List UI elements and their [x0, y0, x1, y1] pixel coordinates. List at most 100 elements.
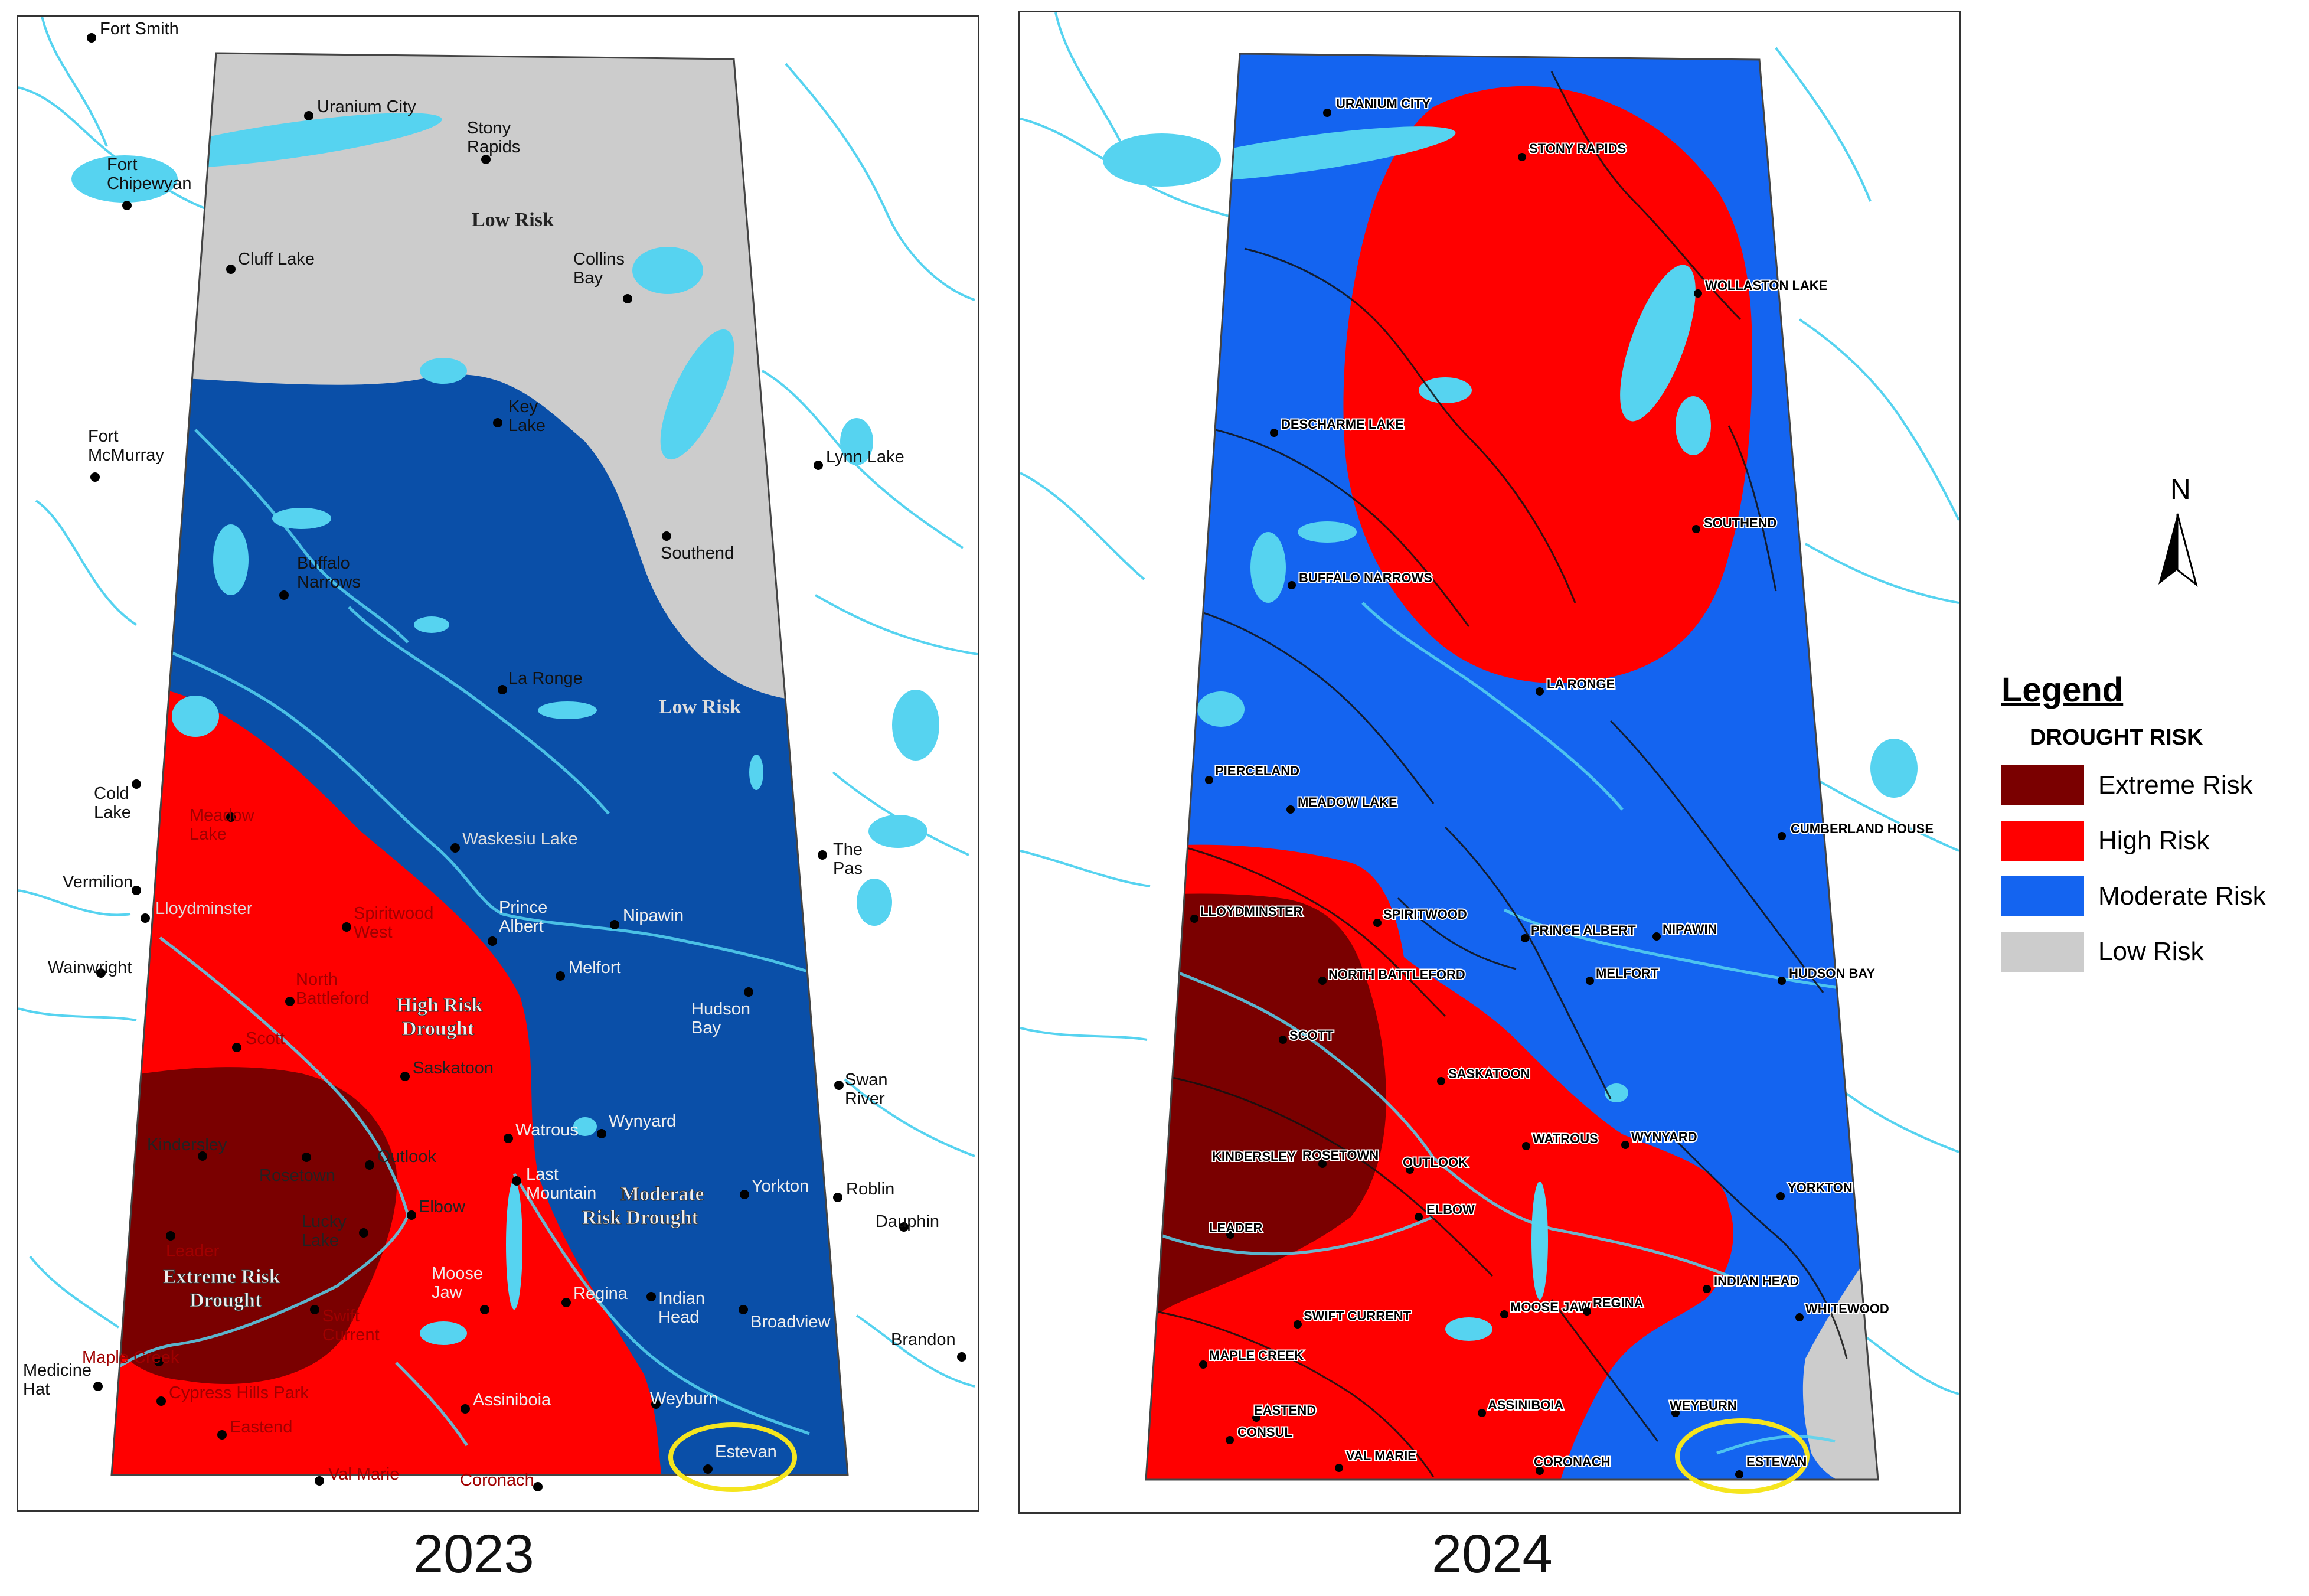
- place-label: Collins: [573, 250, 625, 269]
- place-indian-head: INDIAN HEAD: [1703, 1272, 1800, 1293]
- legend-title: Legend: [2001, 671, 2124, 709]
- legend-label-high: High Risk: [2098, 826, 2210, 855]
- place-marker-dot: [1286, 805, 1295, 814]
- place-marker-dot: [1652, 932, 1661, 941]
- place-maple-creek: Maple Creek: [82, 1348, 179, 1367]
- place-label: Cypress Hills Park: [169, 1383, 309, 1402]
- zone-extreme-risk: [112, 1067, 397, 1384]
- place-label: CONSUL: [1237, 1425, 1292, 1440]
- place-estevan: Estevan: [703, 1442, 777, 1474]
- place-label: Saskatoon: [413, 1059, 494, 1078]
- place-pierceland: PIERCELAND: [1205, 762, 1301, 784]
- place-label: Stony: [467, 119, 511, 138]
- place-label: CUMBERLAND HOUSE: [1791, 821, 1934, 836]
- place-regina: REGINA: [1583, 1294, 1645, 1316]
- place-marker-dot: [1226, 1436, 1234, 1444]
- place-southend: Southend: [661, 531, 734, 563]
- place-label: ASSINIBOIA: [1488, 1398, 1563, 1412]
- place-marker-dot: [226, 812, 236, 822]
- place-estevan: ESTEVAN: [1735, 1453, 1808, 1478]
- place-marker-dot: [1671, 1409, 1680, 1417]
- place-marker-dot: [1279, 1036, 1287, 1044]
- place-broadview: Broadview: [739, 1305, 831, 1331]
- place-label: Lake: [302, 1231, 339, 1250]
- place-label: Broadview: [750, 1313, 831, 1331]
- place-marker-dot: [310, 1305, 319, 1314]
- place-label: YORKTON: [1788, 1180, 1853, 1195]
- province-2023: [112, 53, 848, 1475]
- place-label: Lucky: [302, 1212, 347, 1231]
- place-label: SOUTHEND: [1704, 515, 1776, 530]
- place-label: River: [845, 1089, 885, 1108]
- place-marker-dot: [1415, 1213, 1423, 1221]
- place-label: Regina: [573, 1284, 628, 1303]
- place-label: ROSETOWN: [1302, 1148, 1379, 1163]
- place-label: SASKATOON: [1448, 1066, 1530, 1081]
- place-label: WYNYARD: [1631, 1130, 1697, 1144]
- place-label: Jaw: [432, 1283, 463, 1302]
- place-lloydminster: Lloydminster: [141, 899, 253, 923]
- place-moose-jaw: MOOSE JAW: [1500, 1298, 1592, 1318]
- north-arrow-icon: [2158, 514, 2177, 585]
- place-marker-dot: [1586, 977, 1594, 985]
- place-label: Outlook: [377, 1147, 436, 1166]
- place-outlook: OUTLOOK: [1402, 1154, 1469, 1174]
- place-marker-dot: [1500, 1310, 1508, 1318]
- place-saskatoon: Saskatoon: [400, 1059, 494, 1081]
- place-southend: SOUTHEND: [1692, 514, 1778, 533]
- place-label: Lake: [94, 803, 131, 822]
- place-marker-dot: [154, 1357, 164, 1366]
- place-marker-dot: [833, 1193, 842, 1202]
- place-coronach: CORONACH: [1533, 1453, 1612, 1475]
- place-roblin: Roblin: [833, 1180, 894, 1202]
- place-scott: Scott: [232, 1029, 285, 1052]
- place-label: Dauphin: [876, 1212, 939, 1231]
- zone-label-high-1: High Risk: [396, 994, 483, 1016]
- place-marker-dot: [1522, 1142, 1530, 1150]
- place-marker-dot: [597, 1129, 606, 1138]
- place-marker-dot: [1778, 832, 1786, 840]
- place-label: La Ronge: [508, 669, 583, 688]
- place-val-marie: VAL MARIE: [1335, 1447, 1418, 1472]
- place-label: Battleford: [296, 989, 369, 1008]
- place-marker-dot: [504, 1134, 513, 1143]
- zone-high-risk-north: [1343, 86, 1752, 684]
- legend-item-high: High Risk: [2001, 820, 2308, 861]
- place-marker-dot: [1521, 934, 1529, 942]
- place-marker-dot: [232, 1043, 241, 1052]
- place-weyburn: WEYBURN: [1668, 1397, 1738, 1417]
- place-rosetown: Rosetown: [259, 1153, 335, 1185]
- place-watrous: WATROUS: [1522, 1130, 1599, 1150]
- place-label: Prince: [499, 898, 547, 917]
- zone-label-moderate-2: Risk Drought: [582, 1207, 698, 1229]
- place-label: Current: [322, 1326, 380, 1344]
- place-label: Lake: [508, 416, 546, 435]
- place-marker-dot: [132, 886, 141, 895]
- place-marker-dot: [1318, 977, 1327, 985]
- place-label: Yorkton: [752, 1177, 809, 1196]
- place-marker-dot: [1252, 1414, 1260, 1422]
- place-label: Coronach: [460, 1471, 534, 1490]
- place-label: Melfort: [569, 958, 621, 977]
- place-label: Swan: [845, 1070, 888, 1089]
- place-label: MAPLE CREEK: [1209, 1348, 1304, 1363]
- place-label: Key: [508, 397, 538, 416]
- surrounding-lakes: [1103, 133, 1918, 798]
- place-outlook: Outlook: [365, 1147, 436, 1170]
- place-marker-dot: [1199, 1360, 1207, 1369]
- place-marker-dot: [365, 1160, 374, 1170]
- place-regina: Regina: [561, 1284, 628, 1307]
- place-label: WOLLASTON LAKE: [1705, 278, 1827, 293]
- place-marker-dot: [302, 1153, 311, 1162]
- place-coronach: Coronach: [460, 1471, 543, 1491]
- place-marker-dot: [498, 685, 507, 694]
- place-whitewood: WHITEWOOD: [1795, 1300, 1890, 1321]
- place-label: Weyburn: [650, 1389, 718, 1408]
- zone-label-extreme-1: Extreme Risk: [163, 1266, 280, 1288]
